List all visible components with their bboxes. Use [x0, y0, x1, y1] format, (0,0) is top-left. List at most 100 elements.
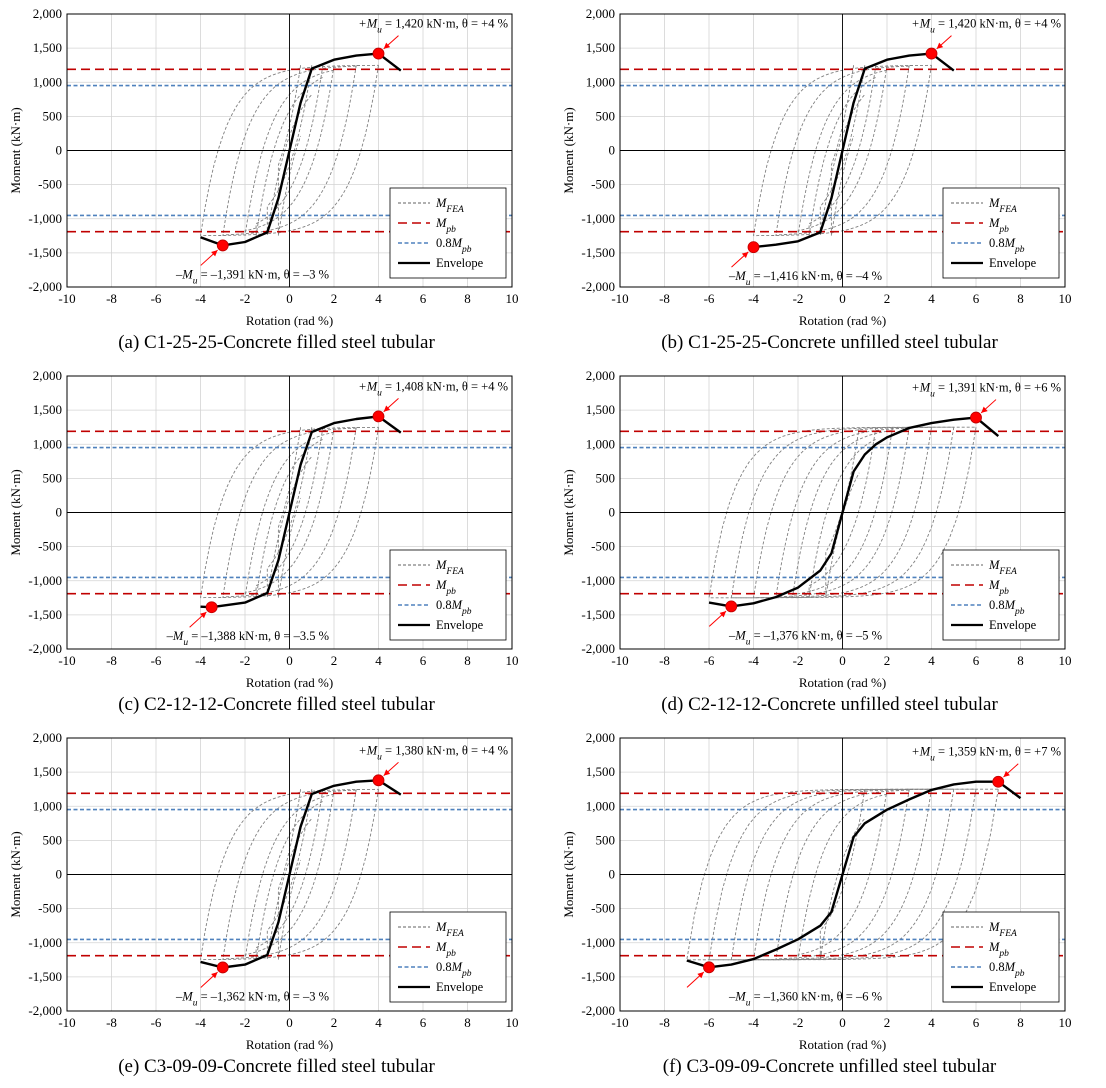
chart-d-svg: -10 -8 -6 -4 -2 0 2 4 6 8 10 -2,000 -1,500 -1,000 -500…	[561, 368, 1072, 690]
y-tick-label: 0	[609, 143, 616, 158]
x-tick-label: -2	[793, 1015, 804, 1030]
x-tick-label: -6	[151, 1015, 162, 1030]
x-tick-label: -6	[151, 653, 162, 668]
x-tick-label: 6	[420, 653, 427, 668]
chart-panel-c: -10 -8 -6 -4 -2 0 2 4 6 8 10 -2,000 -1,500 -1,000 -500…	[0, 362, 553, 724]
peak-point-pos	[992, 775, 1005, 788]
x-tick-label: 4	[375, 653, 382, 668]
annotation-arrow-head	[211, 250, 218, 257]
x-tick-label: -6	[704, 1015, 715, 1030]
chart-e-svg: -10 -8 -6 -4 -2 0 2 4 6 8 10 -2,000 -1,500 -1,000 -500…	[8, 730, 519, 1052]
legend-fea-label: MFEA	[435, 558, 464, 577]
y-tick-label: -1,500	[581, 969, 615, 984]
y-tick-label: 500	[596, 470, 616, 485]
legend-fea-label: MFEA	[435, 196, 464, 215]
x-tick-label: 0	[286, 1015, 293, 1030]
y-tick-label: -500	[38, 539, 62, 554]
x-tick-label: 2	[331, 653, 338, 668]
y-tick-label: 1,000	[33, 74, 62, 89]
chart-panel-e: -10 -8 -6 -4 -2 0 2 4 6 8 10 -2,000 -1,500 -1,000 -500…	[0, 724, 553, 1086]
x-tick-label: -2	[793, 291, 804, 306]
legend-envelope-label: Envelope	[989, 256, 1037, 270]
annotation-arrow-head	[697, 972, 704, 979]
x-tick-label: -6	[704, 291, 715, 306]
x-tick-label: -10	[58, 1015, 75, 1030]
legend-mpb08-label: 0.8Mpb	[989, 236, 1025, 255]
x-tick-label: 0	[286, 291, 293, 306]
x-axis-title: Rotation (rad %)	[799, 1037, 886, 1052]
y-tick-label: 2,000	[586, 368, 615, 383]
legend-fea-label: MFEA	[435, 920, 464, 939]
legend-mpb-label: Mpb	[435, 578, 456, 597]
envelope-line	[753, 52, 955, 249]
y-axis-title: Moment (kN·m)	[8, 831, 23, 917]
x-tick-label: -4	[748, 1015, 759, 1030]
x-tick-label: 8	[464, 291, 471, 306]
annotation-arrow-head	[1003, 770, 1010, 778]
y-tick-label: 500	[43, 832, 63, 847]
peak-annotation-pos: +Mu = 1,420 kN·m, θ = +4 %	[911, 17, 1061, 36]
y-tick-label: 500	[43, 470, 63, 485]
peak-annotation-neg: –Mu = –1,388 kN·m, θ = –3.5 %	[166, 629, 329, 648]
peak-point-neg	[703, 961, 715, 974]
x-tick-label: -10	[58, 653, 75, 668]
x-tick-label: -10	[611, 1015, 628, 1030]
x-tick-label: 4	[928, 653, 935, 668]
y-tick-label: -500	[591, 539, 615, 554]
x-tick-label: 6	[420, 291, 427, 306]
legend-fea-label: MFEA	[988, 920, 1017, 939]
plot-frame	[619, 13, 1066, 288]
fea-loop-line	[797, 789, 888, 960]
y-tick-label: -1,000	[28, 211, 62, 226]
x-tick-label: 4	[928, 1015, 935, 1030]
y-tick-label: -1,000	[581, 935, 615, 950]
y-tick-label: -2,000	[581, 1003, 615, 1018]
x-axis-title: Rotation (rad %)	[799, 313, 886, 328]
y-tick-label: -500	[591, 901, 615, 916]
y-tick-label: 2,000	[586, 730, 615, 745]
legend-fea-label: MFEA	[988, 558, 1017, 577]
y-tick-label: 500	[43, 108, 63, 123]
y-tick-label: 1,500	[33, 40, 62, 55]
chart-caption: (f) C3-09-09-Concrete unfilled steel tub…	[662, 1056, 997, 1077]
annotation-arrow-head	[936, 42, 944, 49]
y-tick-label: 1,500	[586, 40, 615, 55]
annotation-arrow-head	[199, 611, 207, 619]
chart-caption: (c) C2-12-12-Concrete filled steel tubul…	[118, 694, 435, 715]
x-tick-label: -8	[659, 291, 670, 306]
x-tick-label: 10	[1059, 653, 1072, 668]
annotation-arrow-head	[211, 972, 218, 979]
fea-loop-line	[797, 65, 888, 236]
y-axis-title: Moment (kN·m)	[8, 469, 23, 555]
y-tick-label: 0	[56, 143, 63, 158]
y-axis-title: Moment (kN·m)	[8, 107, 23, 193]
y-tick-label: 2,000	[33, 368, 62, 383]
peak-point-pos	[372, 47, 385, 60]
x-tick-label: -8	[106, 1015, 117, 1030]
y-tick-label: -2,000	[28, 641, 62, 656]
peak-point-neg	[747, 241, 760, 254]
peak-annotation-neg: –Mu = –1,360 kN·m, θ = –6 %	[728, 989, 882, 1008]
x-tick-label: 6	[420, 1015, 427, 1030]
peak-annotation-pos: +Mu = 1,359 kN·m, θ = +7 %	[911, 745, 1061, 764]
x-tick-label: 6	[973, 291, 980, 306]
y-tick-label: -500	[38, 177, 62, 192]
y-tick-label: -1,500	[581, 245, 615, 260]
peak-annotation-pos: +Mu = 1,380 kN·m, θ = +4 %	[358, 743, 508, 762]
peak-point-neg	[216, 961, 229, 974]
x-tick-label: 0	[839, 653, 846, 668]
y-tick-label: -1,500	[28, 969, 62, 984]
envelope-line	[686, 780, 1022, 969]
y-tick-label: 1,000	[586, 74, 615, 89]
peak-point-pos	[925, 47, 938, 60]
chart-panel-d: -10 -8 -6 -4 -2 0 2 4 6 8 10 -2,000 -1,500 -1,000 -500…	[553, 362, 1106, 724]
x-tick-label: 8	[1017, 653, 1024, 668]
y-tick-label: 1,500	[586, 764, 615, 779]
y-tick-label: 1,000	[586, 436, 615, 451]
fea-loop-line	[244, 789, 335, 960]
x-tick-label: -2	[793, 653, 804, 668]
plot-frame	[66, 375, 513, 650]
